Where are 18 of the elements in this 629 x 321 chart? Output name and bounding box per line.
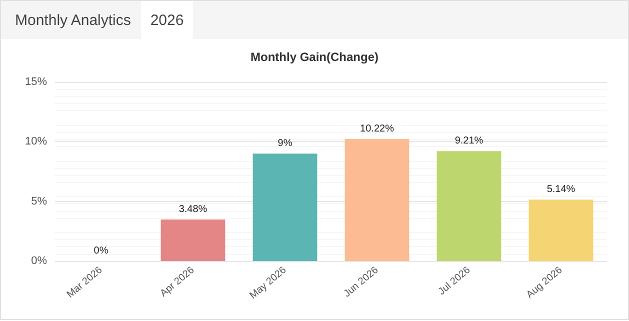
chart-title: Monthly Gain(Change) — [250, 50, 378, 64]
data-label: 0% — [94, 246, 108, 256]
data-label: 9.21% — [454, 136, 484, 147]
y-tick-label: 5% — [31, 195, 48, 208]
bar — [344, 139, 410, 261]
bar — [252, 154, 318, 261]
data-label: 9% — [278, 138, 292, 150]
data-label: 3.48% — [178, 204, 208, 215]
text: 2026 — [141, 1, 193, 39]
bar — [436, 151, 502, 261]
bar — [160, 219, 226, 261]
y-tick-label: 15% — [24, 76, 48, 88]
y-tick-label: 0% — [31, 255, 48, 267]
data-label: 5.14% — [546, 184, 576, 196]
data-label: 10.22% — [360, 124, 394, 135]
bar — [528, 200, 594, 261]
y-tick-label: 10% — [24, 136, 48, 148]
text: Monthly Analytics — [15, 11, 131, 31]
